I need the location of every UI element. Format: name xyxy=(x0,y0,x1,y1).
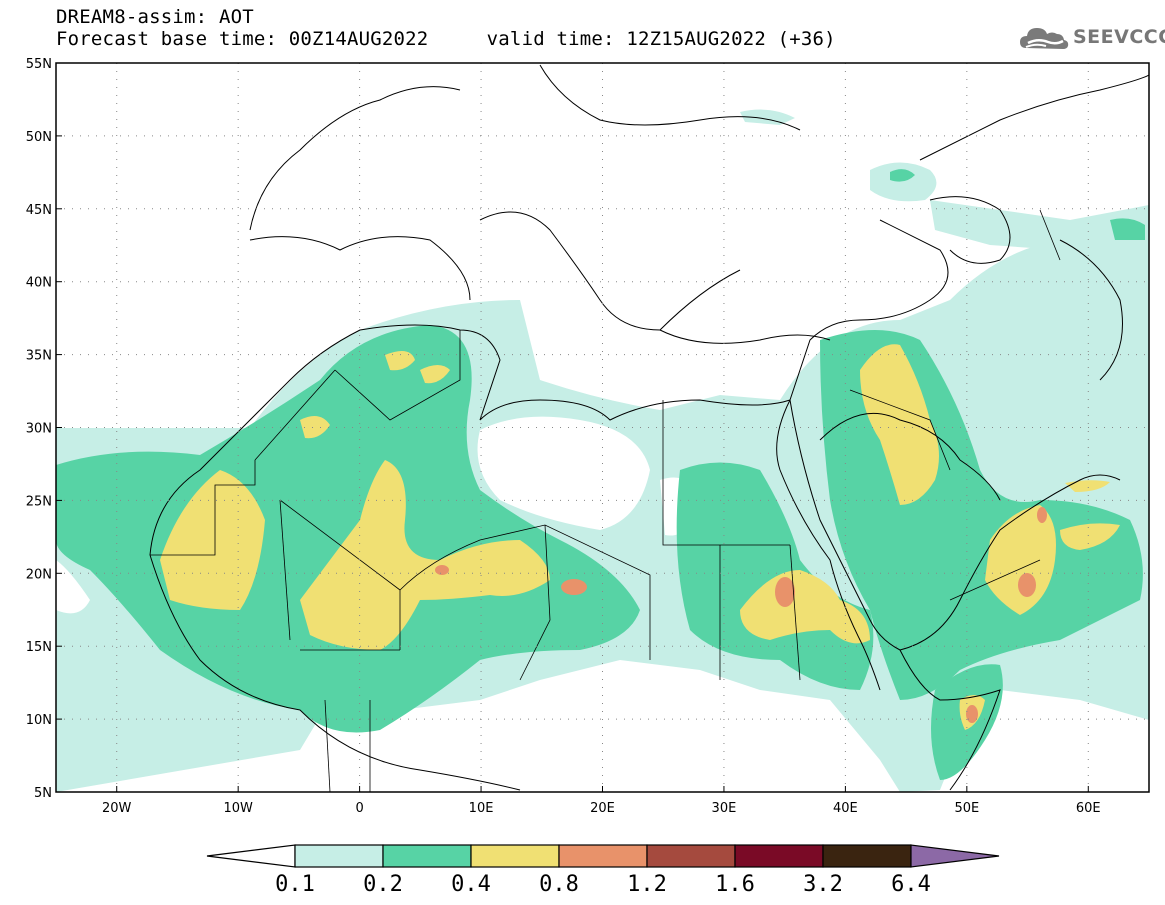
colorbar-boxes xyxy=(206,844,1000,868)
lon-tick-label: 40E xyxy=(833,801,858,816)
colorbar-box xyxy=(646,844,736,868)
seevccc-logo: SEEVCCC xyxy=(1018,22,1165,54)
lat-tick-label: 45N xyxy=(26,203,52,218)
lon-tick-label: 60E xyxy=(1076,801,1101,816)
valid-time: valid time: 12Z15AUG2022 (+36) xyxy=(486,28,836,50)
map-plot-area xyxy=(56,63,1149,792)
lon-tick-label: 10W xyxy=(223,801,253,816)
colorbar-under-triangle xyxy=(206,844,296,868)
lat-tick-label: 30N xyxy=(26,422,52,437)
lat-tick-label: 50N xyxy=(26,130,52,145)
product-title: DREAM8-assim: AOT xyxy=(56,6,254,28)
lat-tick-label: 25N xyxy=(26,494,52,509)
lon-tick-label: 0 xyxy=(355,801,363,816)
colorbar-labels: 0.1 0.2 0.4 0.8 1.2 1.6 3.2 6.4 xyxy=(275,872,931,897)
colorbar-label: 0.2 xyxy=(363,872,403,897)
lat-tick-label: 35N xyxy=(26,349,52,364)
coastlines xyxy=(149,64,1149,791)
lon-tick-label: 10E xyxy=(469,801,494,816)
country-borders xyxy=(150,209,1061,792)
lon-tick-label: 30E xyxy=(712,801,737,816)
colorbar-over-triangle xyxy=(910,844,1000,868)
logo-text: SEEVCCC xyxy=(1073,26,1165,48)
colorbar-label: 0.8 xyxy=(539,872,579,897)
aot-level-0.2-fill xyxy=(56,169,1145,780)
colorbar-label: 0.1 xyxy=(275,872,315,897)
aot-level-0.8-fill xyxy=(435,507,1047,723)
colorbar-box xyxy=(734,844,824,868)
lon-tick-label: 50E xyxy=(954,801,979,816)
lon-tick-label: 20W xyxy=(102,801,132,816)
chart-header: DREAM8-assim: AOT Forecast base time: 00… xyxy=(56,6,956,50)
lat-tick-label: 40N xyxy=(26,276,52,291)
colorbar-box xyxy=(558,844,648,868)
lat-tick-label: 15N xyxy=(26,640,52,655)
colorbar-box xyxy=(470,844,560,868)
lat-tick-label: 10N xyxy=(26,713,52,728)
longitude-labels: 20W 10W 0 10E 20E 30E 40E 50E 60E xyxy=(102,801,1101,816)
lat-tick-label: 20N xyxy=(26,567,52,582)
time-info: Forecast base time: 00Z14AUG2022 valid t… xyxy=(56,28,956,50)
colorbar-box xyxy=(382,844,472,868)
colorbar-label: 1.2 xyxy=(627,872,667,897)
lat-tick-label: 5N xyxy=(34,786,52,801)
colorbar-label: 1.6 xyxy=(715,872,755,897)
colorbar-label: 3.2 xyxy=(803,872,843,897)
latitude-labels: 5N 10N 15N 20N 25N 30N 35N 40N 45N 50N 55N xyxy=(26,57,52,801)
cloud-icon xyxy=(1020,28,1069,49)
colorbar-box xyxy=(822,844,912,868)
colorbar-label: 6.4 xyxy=(891,872,931,897)
colorbar-label: 0.4 xyxy=(451,872,491,897)
base-time: Forecast base time: 00Z14AUG2022 xyxy=(56,28,429,50)
lat-tick-label: 55N xyxy=(26,57,52,72)
colorbar-box xyxy=(294,844,384,868)
lon-tick-label: 20E xyxy=(590,801,615,816)
axis-ticks xyxy=(56,62,1089,793)
